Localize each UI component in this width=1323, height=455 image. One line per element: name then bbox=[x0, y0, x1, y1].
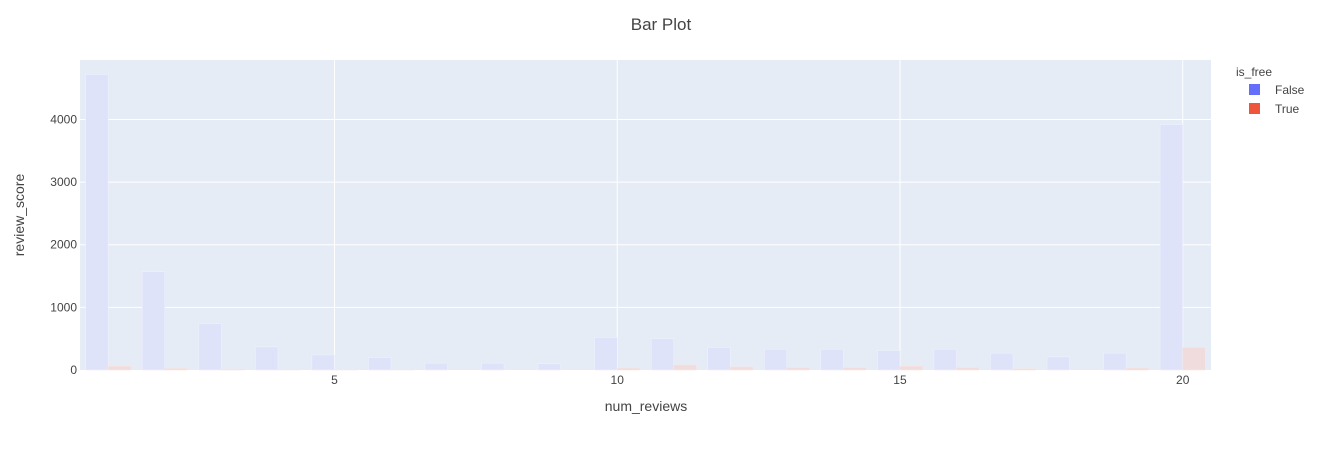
bar-true-4[interactable] bbox=[278, 369, 301, 370]
bar-false-11[interactable] bbox=[651, 339, 674, 370]
bar-true-11[interactable] bbox=[674, 365, 697, 370]
bar-false-13[interactable] bbox=[764, 349, 787, 370]
bar-false-14[interactable] bbox=[821, 349, 844, 370]
x-tick-label: 10 bbox=[611, 373, 625, 387]
bar-false-20[interactable] bbox=[1160, 125, 1183, 370]
bar-false-9[interactable] bbox=[538, 364, 561, 370]
bar-true-15[interactable] bbox=[900, 366, 923, 370]
bar-false-1[interactable] bbox=[86, 74, 109, 370]
bar-false-12[interactable] bbox=[708, 347, 731, 370]
bar-true-14[interactable] bbox=[843, 367, 866, 370]
y-tick-label: 2000 bbox=[50, 238, 77, 252]
y-tick-label: 4000 bbox=[50, 112, 77, 126]
bar-true-19[interactable] bbox=[1126, 368, 1149, 370]
x-tick-label: 20 bbox=[1176, 373, 1190, 387]
y-tick-label: 3000 bbox=[50, 175, 77, 189]
bar-false-6[interactable] bbox=[368, 357, 391, 370]
legend-swatch-true bbox=[1249, 103, 1260, 114]
legend-item-false[interactable]: False bbox=[1249, 83, 1305, 97]
bar-true-1[interactable] bbox=[108, 366, 131, 370]
bar-true-17[interactable] bbox=[1013, 369, 1036, 370]
bar-false-5[interactable] bbox=[312, 355, 335, 370]
y-tick-label: 1000 bbox=[50, 300, 77, 314]
bar-true-2[interactable] bbox=[165, 368, 188, 370]
x-tick-label: 15 bbox=[893, 373, 907, 387]
chart-title: Bar Plot bbox=[631, 15, 692, 34]
bar-false-8[interactable] bbox=[482, 363, 505, 370]
bar-true-3[interactable] bbox=[221, 369, 244, 370]
legend-label-false: False bbox=[1275, 83, 1305, 97]
x-tick-label: 5 bbox=[331, 373, 338, 387]
legend-title: is_free bbox=[1236, 65, 1272, 79]
legend-item-true[interactable]: True bbox=[1249, 102, 1300, 116]
bar-true-10[interactable] bbox=[617, 368, 640, 370]
bar-true-6[interactable] bbox=[391, 369, 414, 370]
legend-swatch-false bbox=[1249, 84, 1260, 95]
bar-false-7[interactable] bbox=[425, 363, 448, 370]
y-tick-label: 0 bbox=[70, 363, 77, 377]
bar-false-4[interactable] bbox=[255, 347, 278, 370]
bar-false-2[interactable] bbox=[142, 272, 165, 370]
bar-true-20[interactable] bbox=[1183, 347, 1206, 370]
bar-false-10[interactable] bbox=[595, 337, 618, 370]
bar-false-15[interactable] bbox=[877, 351, 900, 370]
bar-false-3[interactable] bbox=[199, 324, 222, 370]
bar-false-16[interactable] bbox=[934, 349, 957, 370]
y-axis-title: review_score bbox=[11, 174, 27, 257]
bar-false-17[interactable] bbox=[990, 353, 1013, 370]
bar-false-19[interactable] bbox=[1104, 353, 1127, 370]
plot-area bbox=[80, 60, 1211, 370]
legend-label-true: True bbox=[1275, 102, 1300, 116]
bar-true-16[interactable] bbox=[957, 367, 980, 370]
x-axis-title: num_reviews bbox=[605, 398, 687, 414]
bar-false-18[interactable] bbox=[1047, 357, 1070, 370]
bar-true-13[interactable] bbox=[787, 367, 810, 370]
bar-true-12[interactable] bbox=[730, 367, 753, 370]
